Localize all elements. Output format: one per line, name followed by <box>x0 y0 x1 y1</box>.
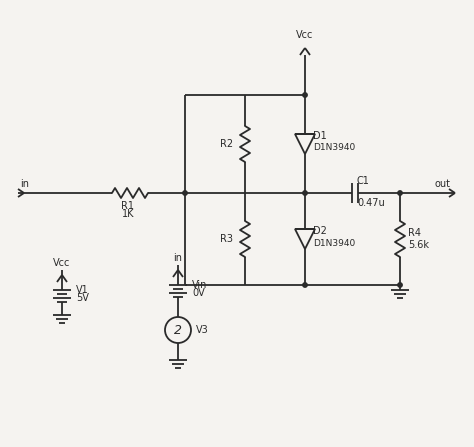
Text: 1K: 1K <box>122 209 134 219</box>
Circle shape <box>398 283 402 287</box>
Text: D2: D2 <box>313 226 327 236</box>
Text: D1: D1 <box>313 131 327 141</box>
Text: Vin: Vin <box>192 280 207 290</box>
Text: 0.47u: 0.47u <box>357 198 385 208</box>
Text: V3: V3 <box>196 325 209 335</box>
Text: 5V: 5V <box>76 293 89 303</box>
Text: out: out <box>435 179 451 189</box>
Text: R4: R4 <box>408 228 421 238</box>
Text: 2: 2 <box>174 324 182 337</box>
Text: in: in <box>20 179 29 189</box>
Text: R3: R3 <box>220 234 233 244</box>
Circle shape <box>398 191 402 195</box>
Circle shape <box>303 191 307 195</box>
Text: Vcc: Vcc <box>53 258 71 268</box>
Text: 5.6k: 5.6k <box>408 240 429 250</box>
Text: R1: R1 <box>121 201 135 211</box>
Circle shape <box>303 93 307 97</box>
Text: Vcc: Vcc <box>296 30 314 40</box>
Text: in: in <box>173 253 182 263</box>
Circle shape <box>183 191 187 195</box>
Text: V1: V1 <box>76 285 89 295</box>
Text: D1N3940: D1N3940 <box>313 143 355 152</box>
Text: C1: C1 <box>357 176 370 186</box>
Text: R2: R2 <box>220 139 233 149</box>
Text: 0V: 0V <box>192 288 205 298</box>
Text: D1N3940: D1N3940 <box>313 239 355 248</box>
Circle shape <box>303 283 307 287</box>
